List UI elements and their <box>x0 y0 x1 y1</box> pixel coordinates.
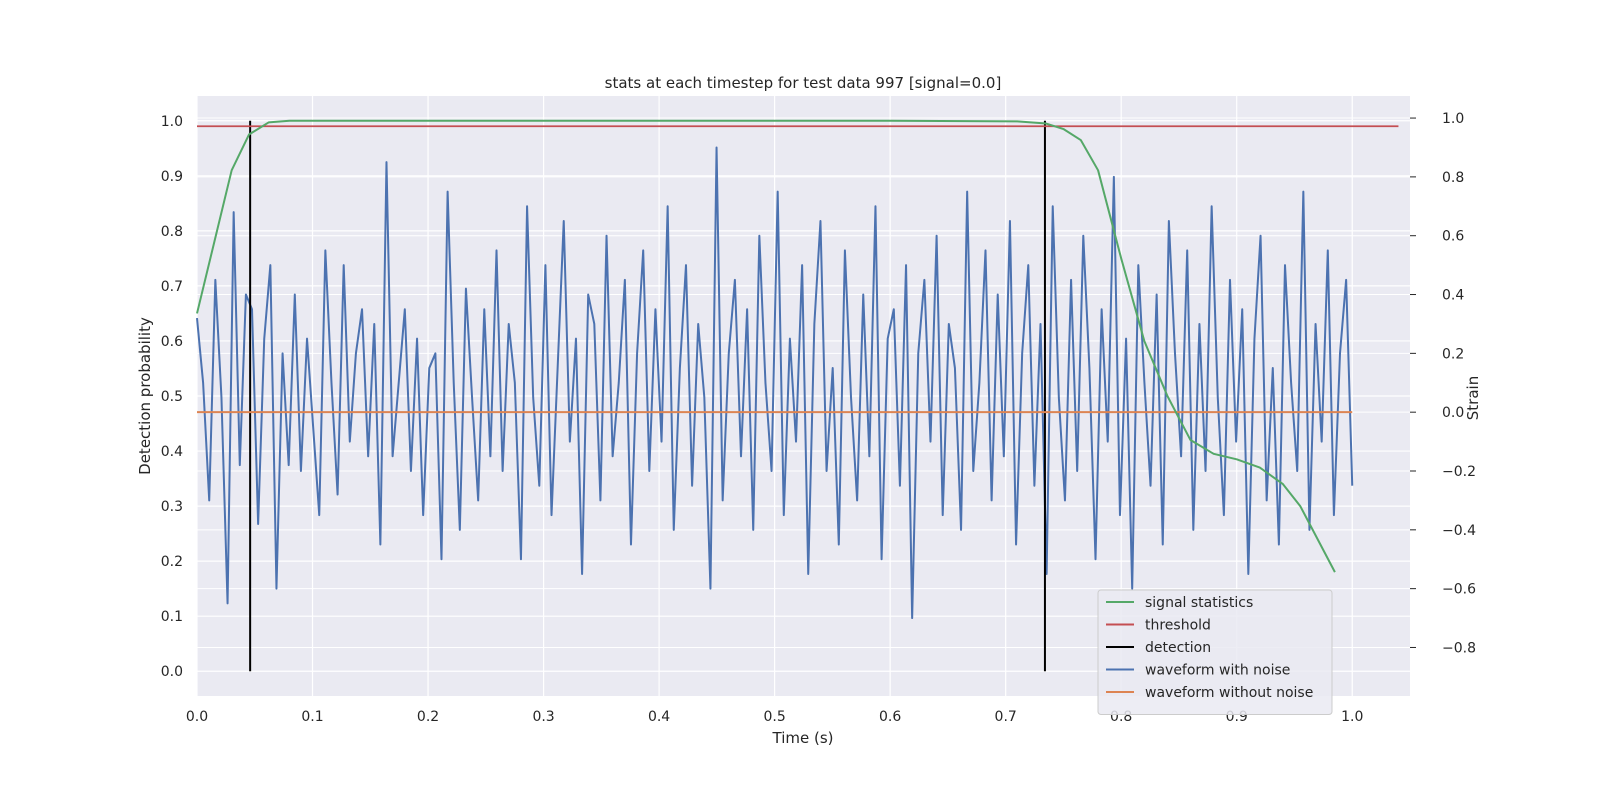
x-tick-label: 0.7 <box>995 709 1017 725</box>
x-tick-label: 0.6 <box>879 709 901 725</box>
legend-label: waveform with noise <box>1145 663 1290 679</box>
x-tick-label: 0.3 <box>532 709 554 725</box>
y-tick-label-left: 0.2 <box>161 554 183 570</box>
x-tick-label: 0.1 <box>301 709 323 725</box>
y-tick-label-left: 1.0 <box>161 114 183 130</box>
legend: signal statistics threshold detection wavef… <box>1098 590 1332 715</box>
y-tick-label-right: −0.6 <box>1442 582 1476 598</box>
x-tick-label: 0.2 <box>417 709 439 725</box>
y-tick-label-left: 0.0 <box>161 664 183 680</box>
y-tick-label-left: 0.9 <box>161 169 183 185</box>
legend-label: waveform without noise <box>1145 685 1313 701</box>
y-ticks-left: 0.0 0.1 0.2 0.3 0.4 0.5 0.6 0.7 0.8 0.9 1.0 <box>161 114 183 680</box>
y-tick-label-right: 0.6 <box>1442 229 1464 245</box>
y-tick-label-right: −0.8 <box>1442 640 1476 656</box>
legend-label: signal statistics <box>1145 595 1253 611</box>
y-tick-label-left: 0.8 <box>161 224 183 240</box>
x-tick-label: 0.4 <box>648 709 670 725</box>
y-tick-label-left: 0.5 <box>161 389 183 405</box>
y-tick-label-right: 0.2 <box>1442 346 1464 362</box>
x-tick-label: 1.0 <box>1341 709 1363 725</box>
x-tick-label: 0.0 <box>186 709 208 725</box>
x-axis-label: Time (s) <box>772 729 834 747</box>
y-tick-label-left: 0.7 <box>161 279 183 295</box>
x-tick-label: 0.5 <box>763 709 785 725</box>
y-tick-label-left: 0.6 <box>161 334 183 350</box>
y-tick-label-right: −0.2 <box>1442 464 1476 480</box>
chart-title: stats at each timestep for test data 997… <box>605 74 1002 92</box>
y-tick-label-left: 0.4 <box>161 444 183 460</box>
y-tick-label-left: 0.3 <box>161 499 183 515</box>
y-axis-label-left: Detection probability <box>136 317 154 475</box>
y-tick-label-left: 0.1 <box>161 609 183 625</box>
legend-label: threshold <box>1145 618 1211 634</box>
y-tick-label-right: 0.8 <box>1442 170 1464 186</box>
y-axis-label-right: Strain <box>1464 376 1482 420</box>
y-tick-label-right: 0.0 <box>1442 405 1464 421</box>
y-tick-label-right: 1.0 <box>1442 111 1464 127</box>
legend-label: detection <box>1145 640 1211 656</box>
y-tick-label-right: 0.4 <box>1442 288 1464 304</box>
y-tick-label-right: −0.4 <box>1442 523 1476 539</box>
